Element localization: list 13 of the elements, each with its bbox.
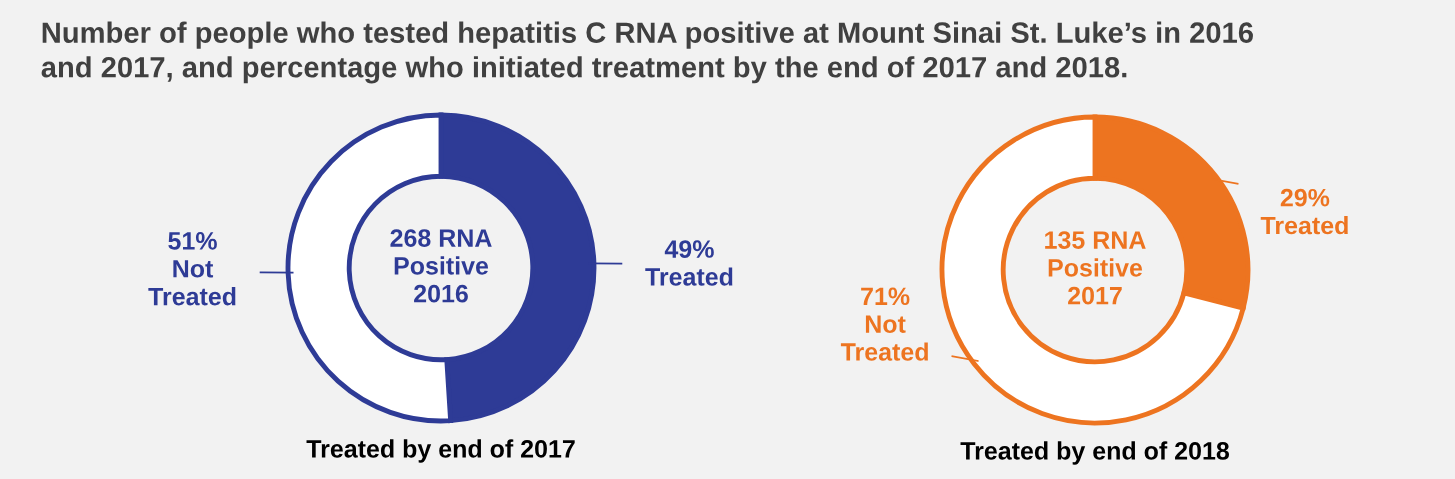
slice-label: Treated [645, 267, 733, 286]
text: Treated by end of 2018 [960, 441, 1230, 465]
data-label: 51% [168, 232, 217, 250]
text: 268 RNA Positive 2016 [390, 229, 492, 303]
data-label: 29% [1280, 188, 1330, 207]
chart-title: Number of people who tested hepatitis C RNA positive at Mount Sinai St. Luke’s in 2016 and 2017, and percentage who initiated treatment by the end of 2017 and 2018. [41, 21, 1253, 84]
slice-label: Treated [1260, 216, 1348, 235]
text: Treated by end of 2017 [306, 439, 575, 463]
text: 135 RNA Positive 2017 [1045, 231, 1146, 305]
slice-label: Not Treated [148, 260, 236, 306]
data-label: 71% [861, 287, 910, 306]
data-label: 49% [664, 240, 714, 258]
slice-label: Not Treated [840, 315, 928, 361]
